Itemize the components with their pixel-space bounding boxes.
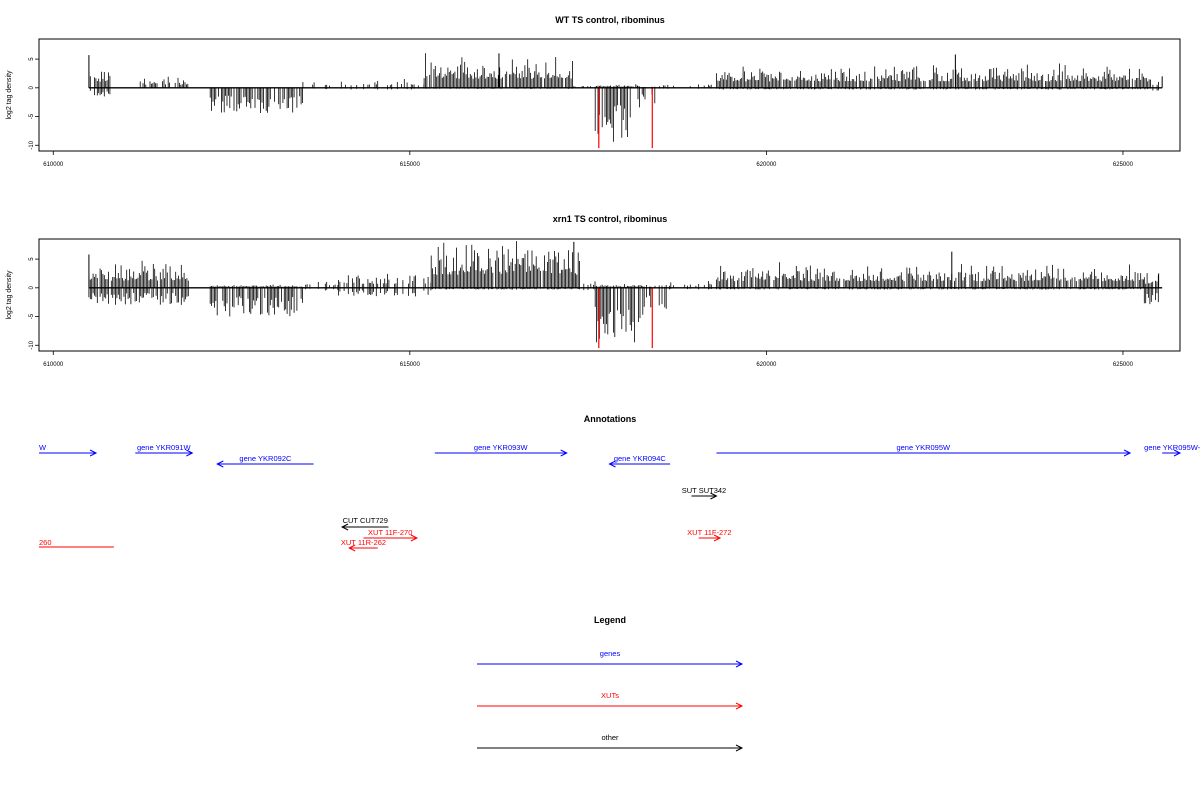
feature-label: gene YKR093W xyxy=(474,443,529,452)
feature-label: XUT 11F-272 xyxy=(687,528,731,537)
axes: -10 -5 0 5 610000 615000 620000 625000 xyxy=(29,257,1134,368)
y-tick-label: -5 xyxy=(29,313,35,319)
y-tick-label: 5 xyxy=(29,257,35,261)
arrow-head xyxy=(340,523,349,531)
annotations-title: Annotations xyxy=(584,414,637,424)
y-tick-label: -10 xyxy=(29,340,35,349)
legend-title: Legend xyxy=(594,615,626,625)
annotation-feature: gene YKR093W xyxy=(434,443,568,457)
x-tick-label: 610000 xyxy=(43,362,64,368)
legend: Legend genes XUTs other xyxy=(477,615,744,752)
annotation-feature: 260 xyxy=(39,538,114,548)
legend-item: XUTs xyxy=(477,691,744,710)
feature-label: gene YKR091W xyxy=(137,443,192,452)
feature-label: XUT 11F-270 xyxy=(368,528,412,537)
arrow-head xyxy=(89,449,98,457)
axes: -10 -5 0 5 610000 615000 620000 625000 xyxy=(29,57,1134,168)
xrn1-density-panel: xrn1 TS control, ribominus log2 tag dens… xyxy=(6,214,1181,368)
feature-label: gene YKR095W xyxy=(896,443,951,452)
y-tick-label: 0 xyxy=(29,85,35,89)
y-tick-label: -10 xyxy=(29,140,35,149)
x-tick-label: 615000 xyxy=(400,162,421,168)
feature-label: CUT CUT729 xyxy=(343,516,388,525)
x-tick-label: 610000 xyxy=(43,162,64,168)
legend-items: genes XUTs other xyxy=(477,649,744,752)
x-tick-label: 620000 xyxy=(756,162,777,168)
feature-label: SUT SUT342 xyxy=(682,486,726,495)
y-axis-label: log2 tag density xyxy=(6,270,13,320)
arrow-head xyxy=(710,492,718,500)
annotation-feature: CUT CUT729 xyxy=(340,516,389,531)
legend-label: genes xyxy=(600,649,621,658)
annotation-feature: XUT 11F-270 xyxy=(363,528,419,542)
x-tick-label: 625000 xyxy=(1113,162,1134,168)
arrow-head xyxy=(410,534,419,542)
annotation-feature: gene YKR094C xyxy=(608,454,671,468)
arrow-head xyxy=(348,544,356,552)
wt-density-panel: WT TS control, ribominus log2 tag densit… xyxy=(6,15,1181,168)
feature-label: gene YKR095W-A xyxy=(1144,443,1200,452)
plot-frame xyxy=(38,38,1181,152)
density-bars xyxy=(88,53,1163,149)
density-bars xyxy=(88,241,1163,349)
annotation-feature: gene YKR095W-A xyxy=(1144,443,1200,457)
annotation-feature: XUT 11R-262 xyxy=(341,538,386,552)
x-tick-label: 625000 xyxy=(1113,362,1134,368)
feature-label: XUT 11R-262 xyxy=(341,538,386,547)
panel-title: WT TS control, ribominus xyxy=(555,15,665,25)
annotation-feature: SUT SUT342 xyxy=(682,486,726,500)
legend-item: genes xyxy=(477,649,744,668)
feature-label: gene YKR092C xyxy=(239,454,292,463)
arrow-head xyxy=(560,449,568,457)
legend-item: other xyxy=(477,733,744,752)
legend-label: XUTs xyxy=(601,691,619,700)
y-tick-label: -5 xyxy=(29,113,35,119)
feature-label: 260 xyxy=(39,538,52,547)
feature-label: gene YKR094C xyxy=(614,454,667,463)
arrow-head xyxy=(608,460,616,468)
arrow-head xyxy=(735,702,744,710)
arrow-head xyxy=(216,460,224,468)
arrow-head xyxy=(735,744,744,752)
x-tick-label: 620000 xyxy=(756,362,777,368)
annotation-feature: gene YKR092C xyxy=(216,454,314,468)
annotation-feature: W xyxy=(39,443,98,457)
arrow-head xyxy=(1173,449,1182,457)
legend-label: other xyxy=(601,733,619,742)
annotation-feature: gene YKR091W xyxy=(135,443,194,457)
y-axis-label: log2 tag density xyxy=(6,70,13,120)
annotation-feature: XUT 11F-272 xyxy=(687,528,732,542)
arrow-head xyxy=(713,534,722,542)
feature-label: W xyxy=(39,443,47,452)
x-tick-label: 615000 xyxy=(400,362,421,368)
arrow-head xyxy=(1123,449,1132,457)
panel-title: xrn1 TS control, ribominus xyxy=(553,214,668,224)
y-tick-label: 5 xyxy=(29,57,35,61)
arrow-head xyxy=(735,660,744,668)
annotation-feature: gene YKR095W xyxy=(716,443,1132,457)
plot-frame xyxy=(38,238,1181,352)
arrow-head xyxy=(186,449,194,457)
y-tick-label: 0 xyxy=(29,285,35,289)
